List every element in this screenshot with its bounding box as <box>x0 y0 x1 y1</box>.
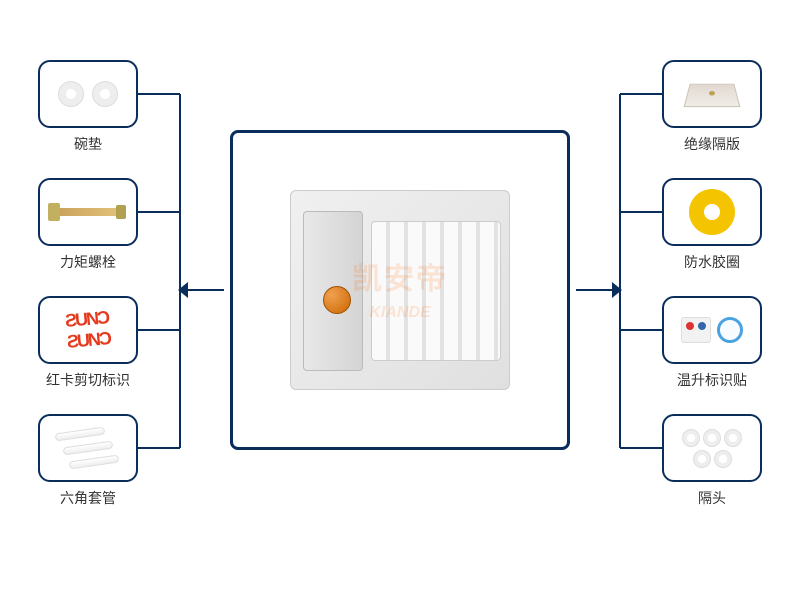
washer-icon <box>40 62 136 126</box>
label-temp-sticker: 温升标识贴 <box>662 370 762 390</box>
item-spacer <box>662 414 762 482</box>
item-water-ring <box>662 178 762 246</box>
label-water-ring: 防水胶圈 <box>662 252 762 272</box>
center-product-illustration: 凯安帝 KIANDE <box>250 149 551 432</box>
item-temp-sticker <box>662 296 762 364</box>
vplate-icon <box>664 62 760 126</box>
item-bowl-pad <box>38 60 138 128</box>
item-insul-plate <box>662 60 762 128</box>
washers-multi-icon <box>664 416 760 480</box>
component-diagram: 凯安帝 KIANDE 碗垫 力矩螺栓 ƧUNƆƧUNƆ 红卡剪切标识 六角套管 … <box>0 0 800 600</box>
label-bowl-pad: 碗垫 <box>38 134 138 154</box>
label-red-card-mark: 红卡剪切标识 <box>38 370 138 390</box>
center-assembly-box: 凯安帝 KIANDE <box>230 130 570 450</box>
label-insul-plate: 绝缘隔版 <box>662 134 762 154</box>
item-torque-bolt <box>38 178 138 246</box>
red-mark-icon: ƧUNƆƧUNƆ <box>40 298 136 362</box>
label-torque-bolt: 力矩螺栓 <box>38 252 138 272</box>
bolt-icon <box>40 180 136 244</box>
sticker-icon <box>664 298 760 362</box>
label-hex-sleeve: 六角套管 <box>38 488 138 508</box>
item-hex-sleeve <box>38 414 138 482</box>
item-red-card-mark: ƧUNƆƧUNƆ <box>38 296 138 364</box>
label-spacer: 隔头 <box>662 488 762 508</box>
tube-icon <box>40 416 136 480</box>
ring-icon <box>664 180 760 244</box>
